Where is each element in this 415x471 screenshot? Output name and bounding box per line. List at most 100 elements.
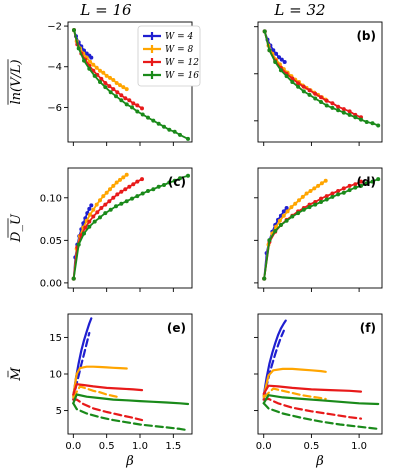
data-point <box>336 192 341 197</box>
data-point <box>111 87 116 92</box>
series-line <box>263 30 362 119</box>
x-tick-label: 1.5 <box>165 441 181 452</box>
series-line <box>72 402 190 432</box>
data-point <box>88 212 92 217</box>
data-point <box>277 55 281 60</box>
data-point <box>87 224 92 229</box>
data-point <box>103 81 108 85</box>
data-point <box>178 132 182 137</box>
data-point <box>167 180 172 185</box>
panel-label: (b) <box>356 29 376 43</box>
data-point <box>140 112 145 117</box>
data-point <box>151 118 156 123</box>
series-line <box>72 398 144 422</box>
data-point <box>304 191 309 196</box>
data-point <box>98 80 102 84</box>
data-point <box>347 183 352 188</box>
y-tick-label: 0.00 <box>40 278 62 289</box>
data-point <box>330 191 335 196</box>
data-point <box>278 213 283 218</box>
data-point <box>121 175 126 180</box>
y-tick-label: −2 <box>47 22 62 33</box>
data-point <box>347 112 352 117</box>
data-point <box>308 189 313 193</box>
series-line <box>263 179 327 280</box>
data-point <box>108 75 112 80</box>
panel-e: 5 10 15 0.0 0.5 1.0 1.5 (e) Mβ <box>7 313 193 469</box>
data-point <box>370 121 375 126</box>
y-tick-label: 0.10 <box>40 193 62 204</box>
data-point <box>104 73 109 78</box>
legend-entry-label: W = 8 <box>165 45 194 55</box>
series-line <box>72 383 144 396</box>
data-point <box>324 98 329 103</box>
data-point <box>307 92 312 97</box>
data-point <box>262 29 267 34</box>
data-point <box>124 172 129 177</box>
x-tick-label: 1.0 <box>132 441 148 452</box>
data-point <box>278 68 283 73</box>
data-point <box>151 187 156 192</box>
data-point <box>94 202 99 207</box>
data-point <box>91 214 96 219</box>
data-point <box>82 58 86 63</box>
data-point <box>278 223 283 227</box>
y-axis-label: D_U <box>9 213 24 243</box>
data-point <box>98 215 102 220</box>
x-tick-label: 1.0 <box>351 441 367 452</box>
y-tick-label: 15 <box>49 333 62 344</box>
data-point <box>119 201 124 206</box>
data-point <box>140 177 144 182</box>
data-point <box>135 194 140 199</box>
axes-frame <box>257 167 383 289</box>
data-point <box>76 46 81 51</box>
data-point <box>178 176 182 181</box>
data-point <box>121 85 126 90</box>
data-point <box>89 55 94 60</box>
data-point <box>186 173 190 178</box>
data-point <box>273 229 278 233</box>
data-point <box>119 189 124 194</box>
data-point <box>92 73 97 78</box>
panel-label: (f) <box>360 321 376 335</box>
data-point <box>107 199 112 204</box>
data-point <box>131 101 136 106</box>
data-point <box>267 48 272 53</box>
data-point <box>353 182 358 187</box>
panel-d: (d) <box>254 167 383 292</box>
data-point <box>111 78 116 82</box>
data-point <box>114 81 119 85</box>
data-point <box>111 195 116 200</box>
data-point <box>99 76 104 81</box>
panels-group: −2−4−6(a)ln(V/L)W = 4W = 8W = 12W = 16(b… <box>7 21 383 469</box>
series-line <box>72 393 190 406</box>
data-point <box>111 183 116 188</box>
data-point <box>323 178 328 183</box>
series-line <box>72 174 189 280</box>
data-point <box>319 181 324 186</box>
series-line <box>72 365 128 398</box>
data-point <box>115 90 120 95</box>
data-point <box>353 185 358 190</box>
data-point <box>76 242 81 247</box>
data-point <box>89 203 94 208</box>
data-point <box>359 117 363 122</box>
data-point <box>186 136 190 141</box>
data-point <box>101 194 106 199</box>
panel-f: 0.0 0.5 1.0 (f) β <box>254 313 383 469</box>
data-point <box>285 209 290 214</box>
data-point <box>156 184 161 189</box>
data-point <box>172 178 177 183</box>
data-point <box>114 94 118 99</box>
series-line <box>263 30 380 127</box>
data-point <box>290 80 295 84</box>
data-point <box>172 129 177 134</box>
data-point <box>140 106 144 111</box>
panel-c: 0.00 0.05 0.10 (c) D_U <box>7 167 193 292</box>
data-point <box>162 183 166 187</box>
data-point <box>341 107 346 112</box>
data-point <box>359 179 363 184</box>
series-line <box>73 29 189 140</box>
y-tick-label: 5 <box>56 406 62 417</box>
data-point <box>330 101 335 106</box>
